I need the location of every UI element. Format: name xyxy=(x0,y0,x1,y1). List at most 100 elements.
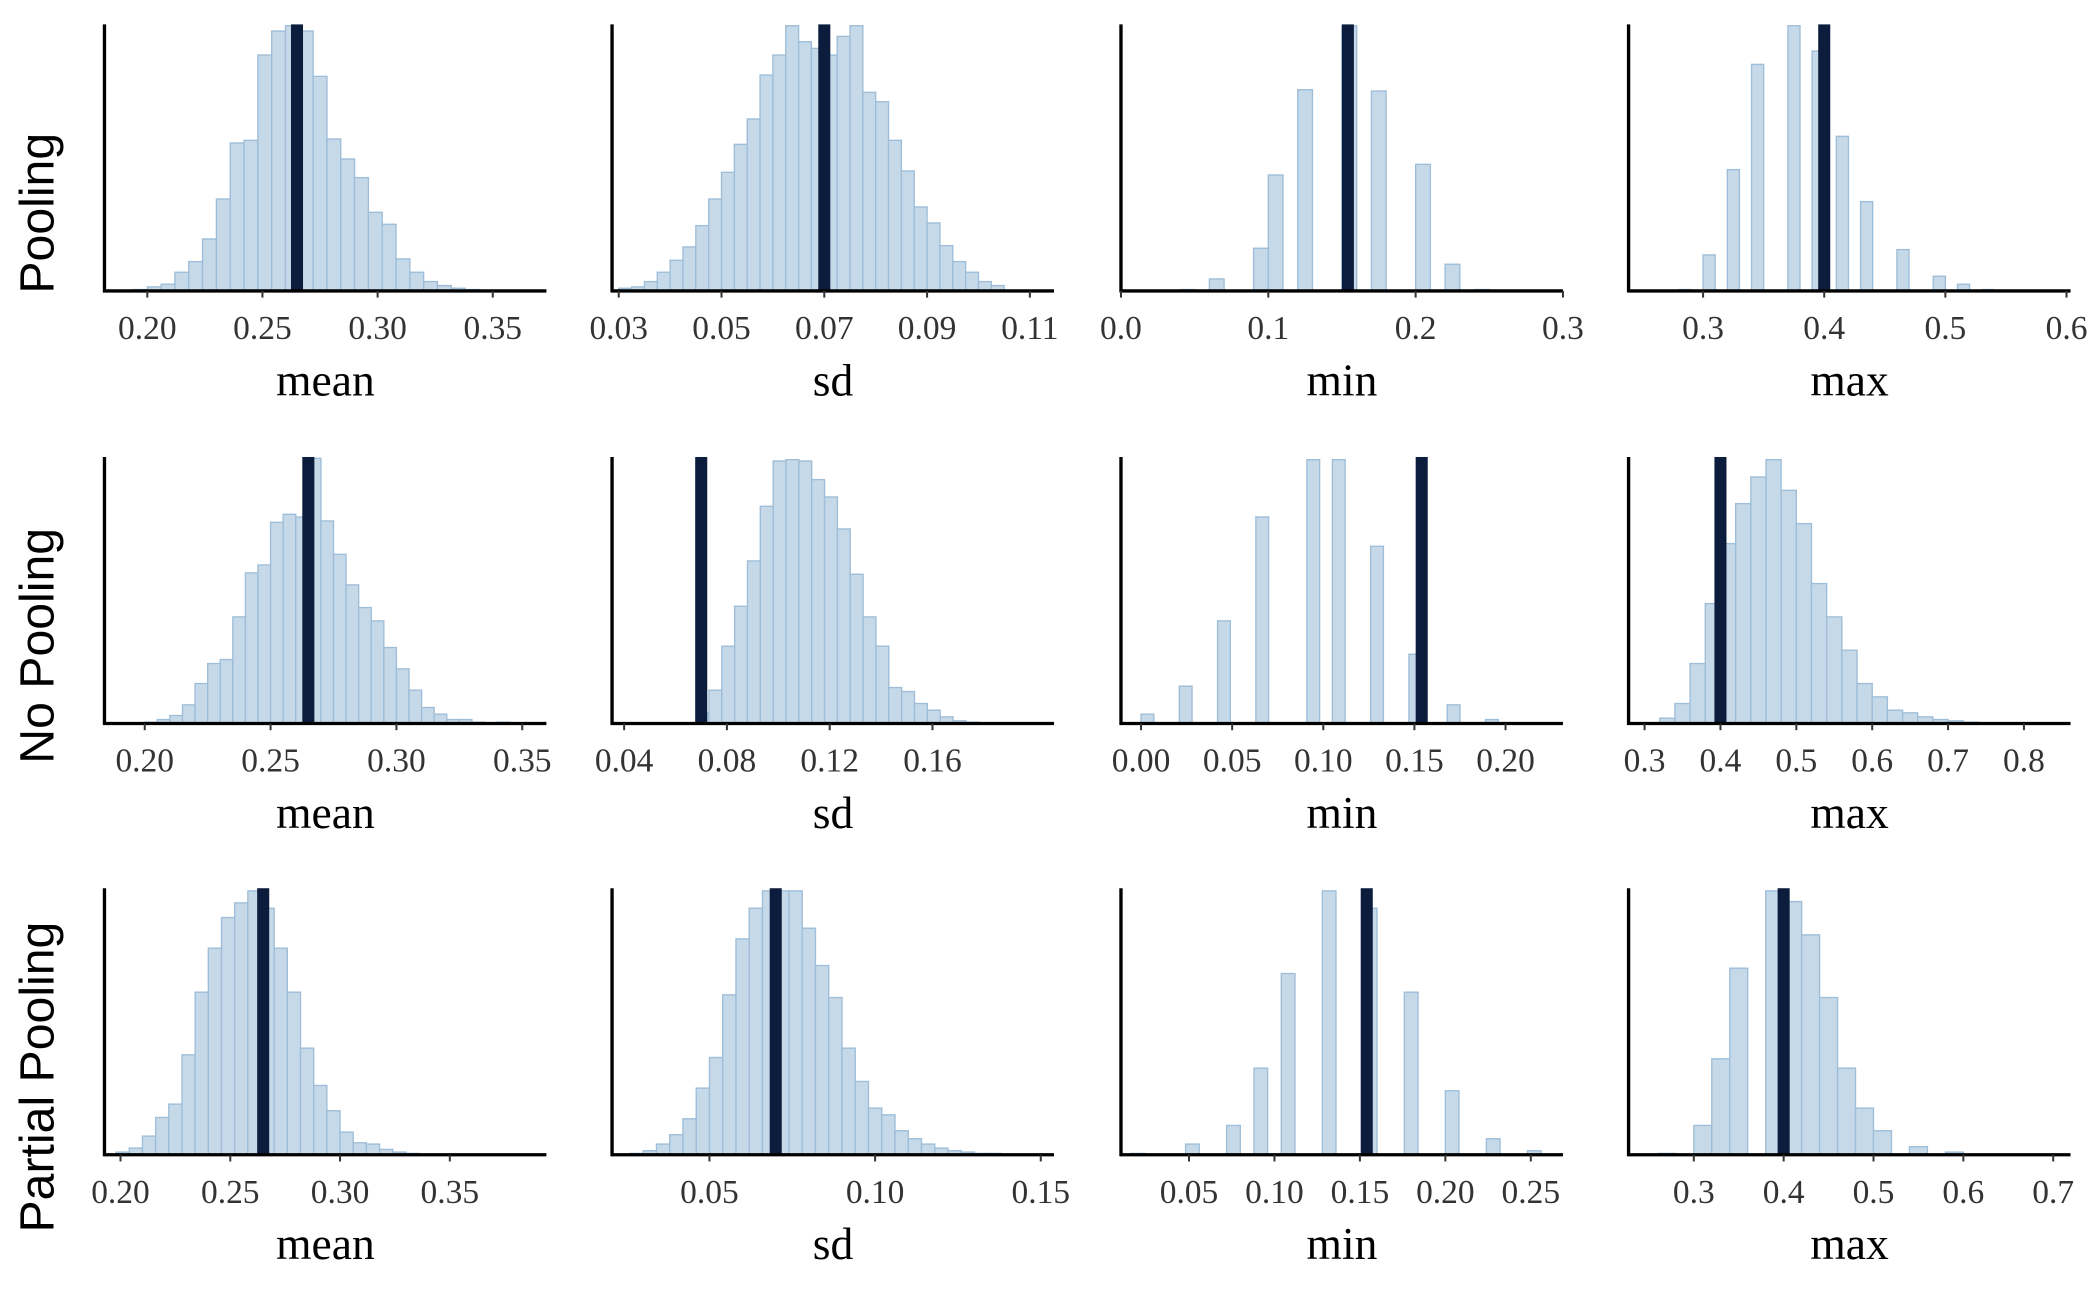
histogram-bar xyxy=(1841,649,1858,725)
histogram-bar xyxy=(1871,696,1889,725)
histogram-bar xyxy=(849,25,864,292)
x-tick-label: 0.4 xyxy=(1803,310,1845,347)
histogram-bar xyxy=(408,689,423,725)
x-tick-label: 0.1 xyxy=(1247,310,1289,347)
histogram-bar xyxy=(1932,275,1947,292)
x-tick-label: 0.6 xyxy=(1851,743,1893,780)
histogram-bar xyxy=(746,560,761,725)
histogram-bar xyxy=(357,606,372,725)
histogram-bar xyxy=(326,1110,341,1156)
x-tick-label: 0.35 xyxy=(493,743,552,780)
histogram-bar xyxy=(814,964,830,1156)
x-tick-label: 0.00 xyxy=(1112,743,1171,780)
x-tick-label: 0.5 xyxy=(1924,310,1966,347)
histogram-bar xyxy=(785,25,800,292)
histogram-bar xyxy=(926,222,941,292)
x-tick-label: 0.12 xyxy=(800,743,859,780)
histogram-bar xyxy=(746,118,761,292)
histogram-bar xyxy=(1787,25,1801,292)
x-tick-label: 0.4 xyxy=(1700,743,1742,780)
histogram-bar xyxy=(823,496,839,725)
x-tick-label: 0.20 xyxy=(1476,743,1535,780)
histogram-bar xyxy=(1370,90,1387,292)
histogram-bar xyxy=(875,645,890,725)
x-tick-label: 0.5 xyxy=(1775,743,1817,780)
histogram-bar xyxy=(894,1130,909,1156)
x-tick-label: 0.15 xyxy=(1011,1174,1070,1211)
histogram-bar xyxy=(273,947,289,1156)
histogram-bar xyxy=(1306,458,1321,725)
histogram-bar xyxy=(1446,704,1461,725)
histogram-bar xyxy=(785,458,800,725)
x-tick-label: 0.30 xyxy=(311,1174,370,1211)
x-axis-title: mean xyxy=(276,354,375,405)
histogram-bar xyxy=(720,171,736,292)
histogram-bar xyxy=(243,139,259,292)
histogram-bar xyxy=(194,682,209,725)
x-axis-title: sd xyxy=(813,354,854,405)
histogram-bar xyxy=(881,1114,896,1156)
histogram-bar xyxy=(788,890,803,1156)
histogram-bar xyxy=(1702,254,1716,292)
histogram-bar xyxy=(1693,1124,1713,1156)
histogram-bar xyxy=(849,573,864,725)
histogram-bar xyxy=(772,54,787,292)
histogram-bar xyxy=(1485,1138,1501,1156)
histogram-bar xyxy=(395,668,410,725)
histogram-bar xyxy=(1836,1067,1857,1156)
histogram-bar xyxy=(229,142,245,292)
histogram-bar xyxy=(1252,247,1269,292)
histogram-bar xyxy=(695,224,710,292)
x-axis-title: max xyxy=(1810,354,1889,405)
histogram-bar xyxy=(1854,1107,1875,1156)
histogram-bar xyxy=(220,916,236,1156)
histogram-bar xyxy=(207,947,223,1156)
histogram-bar xyxy=(332,553,347,725)
histogram-bar xyxy=(1765,458,1782,725)
histogram-bar xyxy=(1780,489,1797,725)
histogram-bar xyxy=(1859,200,1874,292)
histogram-bar xyxy=(939,244,954,292)
x-axis-title: min xyxy=(1307,354,1378,405)
histogram-bar xyxy=(707,198,723,292)
histogram-bar xyxy=(395,258,411,292)
histogram-bar xyxy=(286,991,302,1156)
histogram-bar xyxy=(797,41,813,292)
histogram-bar xyxy=(708,1056,724,1156)
histogram-bar xyxy=(1835,135,1850,292)
histogram-bar xyxy=(370,620,385,725)
observed-line xyxy=(1415,456,1428,724)
observed-line xyxy=(1714,456,1727,724)
histogram-bar xyxy=(759,505,774,725)
x-tick-label: 0.20 xyxy=(1416,1174,1475,1211)
histogram-bar xyxy=(257,564,272,725)
histogram-bar xyxy=(913,206,928,292)
histogram-bar xyxy=(748,907,764,1156)
histogram-bar xyxy=(669,259,684,292)
histogram-bar xyxy=(352,1142,368,1156)
histogram-bar xyxy=(772,460,787,725)
histogram-bar xyxy=(1444,263,1461,292)
histogram-bar xyxy=(353,176,370,292)
histogram-bar xyxy=(282,513,297,725)
x-axis-title: min xyxy=(1307,787,1378,838)
histogram-bar xyxy=(381,223,397,292)
x-tick-label: 0.08 xyxy=(698,743,757,780)
x-tick-label: 0.2 xyxy=(1395,310,1437,347)
row-label: Pooling xyxy=(11,133,65,294)
histogram-bar xyxy=(154,1116,170,1156)
histogram-bar xyxy=(232,616,247,725)
x-tick-label: 0.3 xyxy=(1673,1174,1715,1211)
histogram-bar xyxy=(312,75,328,292)
x-axis-title: mean xyxy=(276,1218,375,1269)
histogram-bar xyxy=(1255,516,1270,725)
histogram-bar xyxy=(1674,702,1691,725)
histogram-bar xyxy=(721,645,736,725)
observed-line xyxy=(1341,24,1354,291)
histogram-bar xyxy=(1208,278,1225,292)
histogram-bar xyxy=(862,616,877,725)
x-tick-label: 0.25 xyxy=(201,1174,260,1211)
histogram-bar xyxy=(722,994,737,1156)
x-tick-label: 0.16 xyxy=(903,743,962,780)
x-tick-label: 0.25 xyxy=(1502,1174,1561,1211)
